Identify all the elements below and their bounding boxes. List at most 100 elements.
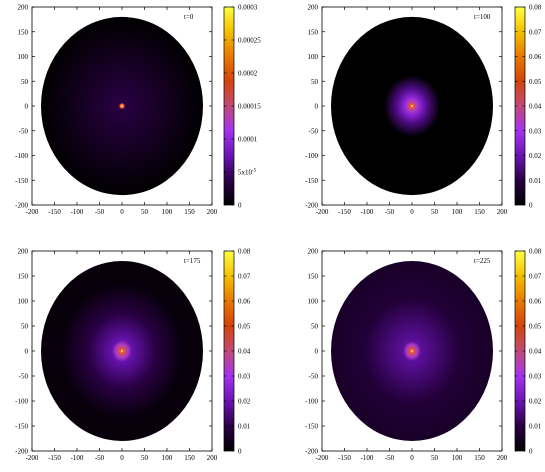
y-tick-label: 50	[311, 323, 319, 331]
x-tick-label: -50	[95, 454, 105, 462]
x-tick-label: 150	[184, 208, 195, 216]
colorbar-tick-label: 0.08	[238, 248, 251, 256]
colorbar-tick-label: 0.05	[238, 323, 251, 331]
x-tick-label: 150	[474, 208, 485, 216]
x-tick-label: -100	[71, 454, 84, 462]
colorbar-tick-text: 0.00015	[238, 103, 261, 111]
y-tick-label: -150	[305, 177, 318, 185]
colorbar-tick-label: 0.02	[529, 152, 542, 160]
y-tick-label: 50	[311, 78, 319, 86]
y-tick-label: -200	[305, 448, 318, 456]
colorbar-tick-text: 0.0003	[238, 4, 258, 12]
colorbar: 0 0.01 0.02 0.03 0.04 0.05 0.06 0.07 0.08	[514, 4, 542, 210]
y-tick-label: 150	[18, 28, 29, 36]
colorbar: 0 5x10-5 0.0001 0.00015 0.0002 0.00025 0.0003	[223, 4, 261, 210]
colorbar-tick-text: 0.01	[238, 423, 251, 431]
colorbar-tick-label: 0.03	[529, 127, 542, 135]
y-tick-label: 0	[315, 103, 319, 111]
x-tick-label: 100	[162, 454, 173, 462]
colorbar-tick-text: 0.01	[529, 423, 542, 431]
colorbar-tick-label: 0.07	[238, 273, 251, 281]
y-tick-label: -100	[15, 152, 28, 160]
x-tick-label: 50	[141, 454, 149, 462]
source-peak-core	[121, 350, 123, 352]
colorbar-tick-label: 0.02	[238, 398, 251, 406]
x-tick-label: 200	[497, 454, 508, 462]
colorbar-tick-label: 0.05	[529, 78, 542, 86]
x-tick-label: 200	[207, 208, 218, 216]
colorbar-tick-label: 0.01	[529, 423, 542, 431]
colorbar-tick-label: 0	[529, 448, 533, 456]
y-tick-label: -150	[305, 423, 318, 431]
y-tick-label: -100	[15, 398, 28, 406]
colorbar-tick-label: 0	[238, 448, 242, 456]
time-label: t=225	[474, 257, 491, 265]
y-tick-label: 0	[25, 348, 29, 356]
colorbar-tick-text: 0.07	[529, 273, 542, 281]
colorbar-tick-text: 0.03	[238, 373, 251, 381]
x-tick-label: 0	[410, 454, 414, 462]
colorbar-tick-label: 0.00015	[238, 103, 261, 111]
y-tick-label: 100	[308, 298, 319, 306]
colorbar-tick-text: 0.04	[238, 348, 251, 356]
colorbar-tick-text: 0.02	[529, 398, 542, 406]
colorbar-tick-label: 0.04	[529, 103, 542, 111]
colorbar-tick-label: 0.01	[529, 177, 542, 185]
colorbar-tick-label: 5x10-5	[238, 169, 257, 177]
y-tick-label: 100	[308, 53, 319, 61]
y-tick-label: -50	[19, 127, 29, 135]
x-tick-label: 100	[452, 208, 463, 216]
y-tick-label: 200	[18, 248, 29, 256]
y-tick-label: 0	[25, 103, 29, 111]
colorbar-tick-text: 0	[238, 202, 242, 210]
y-tick-label: 150	[308, 273, 319, 281]
x-tick-label: 0	[120, 454, 124, 462]
y-tick-label: -50	[309, 127, 319, 135]
x-tick-label: 100	[452, 454, 463, 462]
x-tick-label: 150	[474, 454, 485, 462]
colorbar-tick-text: 0.08	[238, 248, 251, 256]
colorbar-tick-text: 0.07	[529, 28, 542, 36]
x-tick-label: 50	[431, 454, 439, 462]
colorbar-tick-text: 0.02	[529, 152, 542, 160]
colorbar-tick-text: 0.05	[529, 78, 542, 86]
colorbar-tick-text: 0.06	[529, 53, 542, 61]
y-tick-label: 100	[18, 53, 29, 61]
time-label: t=175	[184, 257, 201, 265]
colorbar-tick-text: 0	[529, 202, 533, 210]
colorbar-tick-text: 0.0001	[238, 136, 258, 144]
x-tick-label: -100	[361, 454, 374, 462]
x-tick-label: 100	[162, 208, 173, 216]
y-tick-label: 100	[18, 298, 29, 306]
colorbar-tick-label: 0	[529, 202, 533, 210]
y-tick-label: -50	[19, 373, 29, 381]
colorbar-tick-text: 0.03	[529, 127, 542, 135]
x-tick-label: -150	[338, 454, 351, 462]
colorbar-tick-text: 0.00025	[238, 37, 261, 45]
y-tick-label: -100	[305, 152, 318, 160]
y-tick-label: 150	[308, 28, 319, 36]
colorbar-tick-label: 0.04	[238, 348, 251, 356]
x-tick-label: -100	[71, 208, 84, 216]
y-tick-label: -200	[15, 202, 28, 210]
colorbar-tick-text: 0.08	[529, 248, 542, 256]
x-tick-label: 0	[410, 208, 414, 216]
source-peak-core	[411, 350, 413, 352]
colorbar-tick-label: 0.07	[529, 28, 542, 36]
colorbar-tick-label: 0.01	[238, 423, 251, 431]
y-tick-label: -100	[305, 398, 318, 406]
colorbar-tick-text: 0.04	[529, 103, 542, 111]
x-tick-label: -150	[48, 454, 61, 462]
x-tick-label: -50	[385, 454, 395, 462]
colorbar-tick-label: 0	[238, 202, 242, 210]
colorbar-tick-label: 0.0002	[238, 70, 258, 78]
y-tick-label: 50	[21, 78, 29, 86]
colorbar-tick-text: 0.04	[529, 348, 542, 356]
colorbar-tick-label: 0.03	[238, 373, 251, 381]
colorbar-tick-text: 0.02	[238, 398, 251, 406]
y-tick-label: 150	[18, 273, 29, 281]
y-tick-label: -150	[15, 423, 28, 431]
x-tick-label: 200	[497, 208, 508, 216]
plot-panel-1: -200 -150 -100 -50 0 50 100 150 200-200-150-100-…	[15, 4, 261, 217]
